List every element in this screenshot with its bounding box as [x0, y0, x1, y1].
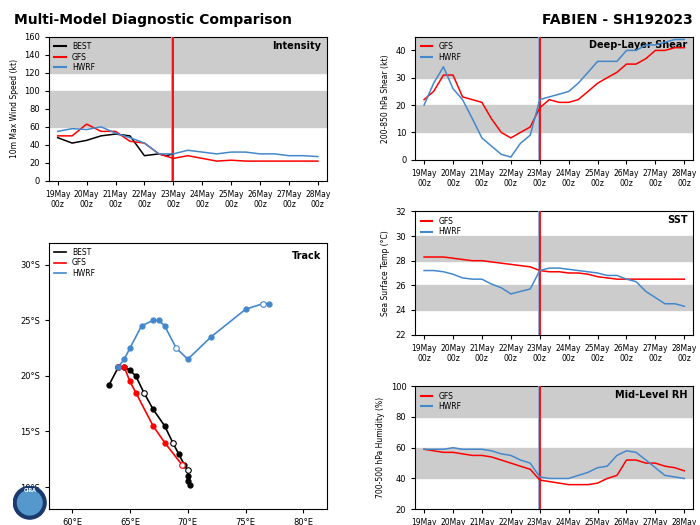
Y-axis label: 10m Max Wind Speed (kt): 10m Max Wind Speed (kt): [10, 59, 18, 159]
Legend: BEST, GFS, HWRF: BEST, GFS, HWRF: [52, 40, 97, 74]
Legend: GFS, HWRF: GFS, HWRF: [419, 390, 463, 413]
Circle shape: [18, 490, 42, 515]
Legend: GFS, HWRF: GFS, HWRF: [419, 40, 463, 63]
Bar: [49, 37, 327, 73]
Bar: [415, 285, 693, 310]
Text: Deep-Layer Shear: Deep-Layer Shear: [589, 40, 687, 50]
Bar: [415, 386, 693, 417]
Legend: BEST, GFS, HWRF: BEST, GFS, HWRF: [52, 246, 97, 279]
Text: Intensity: Intensity: [272, 41, 321, 51]
Y-axis label: 700-500 hPa Humidity (%): 700-500 hPa Humidity (%): [376, 397, 385, 498]
Text: Track: Track: [292, 250, 321, 260]
Y-axis label: 200-850 hPa Shear (kt): 200-850 hPa Shear (kt): [382, 54, 390, 143]
Legend: GFS, HWRF: GFS, HWRF: [419, 215, 463, 238]
Y-axis label: Sea Surface Temp (°C): Sea Surface Temp (°C): [382, 230, 390, 316]
Bar: [415, 236, 693, 261]
Text: CIRA: CIRA: [23, 488, 36, 493]
Text: Multi-Model Diagnostic Comparison: Multi-Model Diagnostic Comparison: [14, 13, 292, 27]
Text: Mid-Level RH: Mid-Level RH: [615, 390, 687, 400]
Text: SST: SST: [667, 215, 687, 225]
Bar: [415, 448, 693, 478]
Bar: [415, 105, 693, 132]
Bar: [49, 91, 327, 127]
Circle shape: [13, 486, 46, 519]
Bar: [415, 37, 693, 78]
Text: FABIEN - SH192023: FABIEN - SH192023: [542, 13, 693, 27]
